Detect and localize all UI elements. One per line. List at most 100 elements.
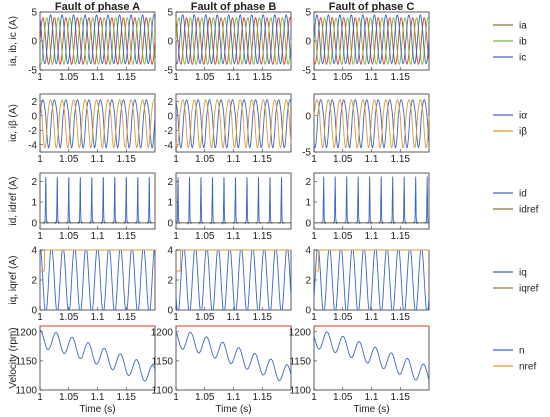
x-tick-label: 1.1 bbox=[91, 154, 105, 165]
y-tick-label: 0 bbox=[305, 218, 311, 229]
x-tick-label: 1.1 bbox=[227, 72, 241, 83]
series-line-ib bbox=[313, 17, 430, 65]
x-tick-label: 1.1 bbox=[91, 231, 105, 242]
y-tick-label: 1200 bbox=[289, 327, 312, 338]
x-tick-label: 1.05 bbox=[59, 392, 79, 403]
y-tick-label: 1150 bbox=[289, 356, 311, 367]
x-tick-label: 1.05 bbox=[195, 231, 215, 242]
plot-area bbox=[175, 325, 292, 391]
x-tick-label: 1.05 bbox=[333, 72, 353, 83]
plot-area bbox=[39, 249, 156, 311]
series-line-ia bbox=[39, 17, 156, 65]
y-tick-label: -4 bbox=[28, 140, 37, 151]
y-tick-label: 2 bbox=[167, 276, 173, 287]
y-tick-label: 2 bbox=[31, 276, 37, 287]
x-tick-label: 1.1 bbox=[365, 312, 379, 323]
y-axis-label: id, idref (A) bbox=[8, 177, 19, 226]
y-axis-label: iα, iβ (A) bbox=[8, 104, 19, 142]
x-tick-label: 1 bbox=[37, 72, 43, 83]
y-tick-label: -5 bbox=[302, 148, 311, 159]
y-tick-label: 4 bbox=[31, 246, 37, 257]
y-tick-label: 5 bbox=[305, 8, 311, 19]
x-tick-label: 1.15 bbox=[253, 392, 273, 403]
x-tick-label: 1.15 bbox=[253, 72, 273, 83]
x-tick-label: 1 bbox=[311, 154, 317, 165]
x-tick-label: 1.1 bbox=[365, 392, 379, 403]
x-tick-label: 1 bbox=[37, 312, 43, 323]
x-tick-label: 1.05 bbox=[195, 72, 215, 83]
x-axis-label: Time (s) bbox=[79, 404, 115, 415]
x-tick-label: 1 bbox=[311, 312, 317, 323]
x-tick-label: 1.05 bbox=[195, 312, 215, 323]
y-axis-label: iq, iqref (A) bbox=[8, 256, 19, 305]
series-line-iqref bbox=[40, 249, 155, 272]
y-tick-label: -5 bbox=[302, 66, 311, 77]
x-tick-label: 1.15 bbox=[253, 154, 273, 165]
y-tick-label: 1150 bbox=[151, 356, 173, 367]
y-tick-label: 2 bbox=[305, 177, 311, 188]
x-tick-label: 1 bbox=[173, 154, 179, 165]
y-tick-label: 0 bbox=[305, 111, 311, 122]
x-tick-label: 1.1 bbox=[227, 154, 241, 165]
series-line-ibeta bbox=[39, 99, 156, 149]
x-tick-label: 1.1 bbox=[227, 312, 241, 323]
legend-label: ic bbox=[519, 53, 526, 64]
series-line-ia bbox=[175, 17, 292, 65]
y-tick-label: 1200 bbox=[15, 327, 38, 338]
series-line-ib bbox=[175, 17, 292, 65]
x-tick-label: 1 bbox=[37, 154, 43, 165]
x-tick-label: 1.05 bbox=[333, 312, 353, 323]
y-tick-label: 2 bbox=[31, 97, 37, 108]
y-tick-label: 1100 bbox=[289, 386, 311, 397]
x-tick-label: 1.15 bbox=[117, 72, 137, 83]
x-tick-label: 1 bbox=[173, 72, 179, 83]
x-tick-label: 1.1 bbox=[365, 72, 379, 83]
x-tick-label: 1.05 bbox=[333, 154, 353, 165]
plot-area bbox=[313, 172, 430, 230]
legend-label: iβ bbox=[519, 127, 527, 138]
x-tick-label: 1.1 bbox=[91, 72, 105, 83]
x-tick-label: 1.15 bbox=[391, 231, 411, 242]
y-tick-label: 1100 bbox=[151, 386, 173, 397]
y-tick-label: 2 bbox=[305, 276, 311, 287]
plot-area bbox=[39, 325, 156, 391]
x-tick-label: 1.05 bbox=[333, 392, 353, 403]
series-line-ibeta bbox=[175, 99, 292, 149]
legend-label: n bbox=[519, 346, 525, 357]
y-tick-label: 1 bbox=[31, 198, 37, 209]
y-tick-label: 1150 bbox=[15, 356, 37, 367]
legend-label: id bbox=[519, 189, 527, 200]
series-line-ic bbox=[313, 14, 430, 65]
x-tick-label: 1.05 bbox=[59, 154, 79, 165]
y-tick-label: 5 bbox=[31, 8, 37, 19]
x-tick-label: 1.15 bbox=[117, 392, 137, 403]
y-tick-label: 1100 bbox=[15, 386, 37, 397]
x-tick-label: 1.1 bbox=[91, 392, 105, 403]
x-tick-label: 1.15 bbox=[253, 312, 273, 323]
series-line-n bbox=[39, 329, 156, 382]
x-tick-label: 1 bbox=[173, 231, 179, 242]
y-tick-label: 1 bbox=[305, 198, 311, 209]
legend-label: iqref bbox=[519, 284, 539, 295]
y-tick-label: 0 bbox=[167, 306, 173, 317]
y-tick-label: -2 bbox=[28, 126, 37, 137]
y-tick-label: 0 bbox=[167, 37, 173, 48]
legend-label: iq bbox=[519, 268, 527, 279]
plot-area bbox=[175, 172, 292, 230]
series-line-ic bbox=[175, 14, 292, 65]
x-tick-label: 1 bbox=[37, 392, 43, 403]
y-axis-label: ia, ib, ic (A) bbox=[8, 16, 19, 66]
x-axis-label: Time (s) bbox=[353, 404, 389, 415]
legend-label: nref bbox=[519, 362, 536, 373]
y-tick-label: 0 bbox=[167, 111, 173, 122]
x-tick-label: 1 bbox=[311, 392, 317, 403]
x-tick-label: 1 bbox=[173, 312, 179, 323]
y-tick-label: 4 bbox=[305, 246, 311, 257]
y-tick-label: 5 bbox=[167, 8, 173, 19]
x-tick-label: 1.05 bbox=[59, 72, 79, 83]
y-tick-label: 0 bbox=[31, 306, 37, 317]
x-axis-label: Time (s) bbox=[215, 404, 251, 415]
legend-label: iα bbox=[519, 111, 527, 122]
x-tick-label: 1.15 bbox=[117, 231, 137, 242]
